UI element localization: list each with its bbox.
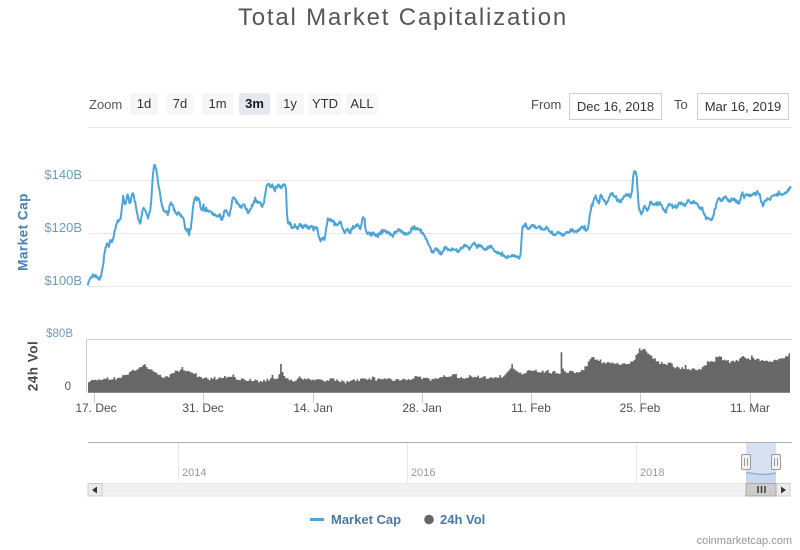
svg-text:Market Cap: Market Cap	[16, 193, 31, 271]
svg-text:24h Vol: 24h Vol	[26, 341, 41, 392]
